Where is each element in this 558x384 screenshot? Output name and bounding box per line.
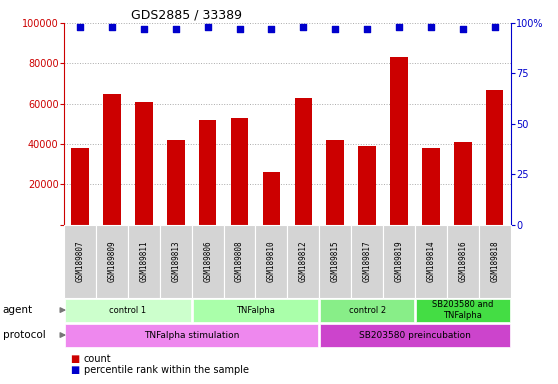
Bar	[383, 225, 415, 298]
Bar	[263, 172, 280, 225]
Bar	[96, 225, 128, 298]
Text: control 2: control 2	[349, 306, 386, 314]
Text: ■: ■	[70, 364, 79, 375]
Bar	[326, 140, 344, 225]
Bar	[454, 142, 472, 225]
Bar	[64, 225, 96, 298]
Bar	[103, 94, 121, 225]
Text: GSM189808: GSM189808	[235, 240, 244, 282]
Text: GSM189819: GSM189819	[395, 240, 403, 282]
Point	[203, 24, 212, 30]
Text: GSM189813: GSM189813	[171, 240, 180, 282]
Point	[363, 26, 372, 32]
Bar	[135, 102, 153, 225]
Bar	[390, 57, 408, 225]
Text: GSM189809: GSM189809	[108, 240, 117, 282]
Bar	[231, 118, 248, 225]
Text: agent: agent	[3, 305, 33, 315]
Text: GSM189815: GSM189815	[331, 240, 340, 282]
Bar	[256, 225, 287, 298]
Text: percentile rank within the sample: percentile rank within the sample	[84, 364, 249, 375]
Text: TNFalpha stimulation: TNFalpha stimulation	[144, 331, 239, 339]
Bar	[160, 225, 192, 298]
Text: GSM189811: GSM189811	[140, 240, 148, 282]
Bar	[416, 299, 509, 321]
Text: GSM189812: GSM189812	[299, 240, 308, 282]
Text: GSM189817: GSM189817	[363, 240, 372, 282]
Bar	[320, 324, 509, 346]
Bar	[65, 299, 191, 321]
Bar	[193, 299, 318, 321]
Text: TNFalpha: TNFalpha	[236, 306, 275, 314]
Point	[140, 26, 148, 32]
Bar	[199, 120, 217, 225]
Text: GSM189814: GSM189814	[426, 240, 435, 282]
Bar	[65, 324, 318, 346]
Point	[458, 26, 467, 32]
Bar	[351, 225, 383, 298]
Text: count: count	[84, 354, 112, 364]
Text: GSM189816: GSM189816	[458, 240, 467, 282]
Text: protocol: protocol	[3, 330, 46, 340]
Bar	[128, 225, 160, 298]
Point	[395, 24, 403, 30]
Point	[235, 26, 244, 32]
Bar	[422, 148, 440, 225]
Text: GSM189807: GSM189807	[76, 240, 85, 282]
Point	[76, 24, 85, 30]
Bar	[167, 140, 185, 225]
Text: GSM189810: GSM189810	[267, 240, 276, 282]
Point	[299, 24, 308, 30]
Point	[171, 26, 180, 32]
Bar	[295, 98, 312, 225]
Point	[331, 26, 340, 32]
Bar	[447, 225, 479, 298]
Text: GDS2885 / 33389: GDS2885 / 33389	[131, 9, 242, 22]
Bar	[479, 225, 511, 298]
Point	[267, 26, 276, 32]
Bar	[415, 225, 447, 298]
Bar	[192, 225, 224, 298]
Text: ■: ■	[70, 354, 79, 364]
Text: SB203580 preincubation: SB203580 preincubation	[359, 331, 471, 339]
Bar	[320, 299, 414, 321]
Text: control 1: control 1	[109, 306, 147, 314]
Bar	[287, 225, 319, 298]
Text: GSM189806: GSM189806	[203, 240, 212, 282]
Point	[426, 24, 435, 30]
Text: SB203580 and
TNFalpha: SB203580 and TNFalpha	[432, 300, 493, 320]
Bar	[358, 146, 376, 225]
Bar	[319, 225, 351, 298]
Bar	[71, 148, 89, 225]
Point	[108, 24, 117, 30]
Bar	[486, 89, 503, 225]
Text: GSM189818: GSM189818	[490, 240, 499, 282]
Bar	[224, 225, 256, 298]
Point	[490, 24, 499, 30]
